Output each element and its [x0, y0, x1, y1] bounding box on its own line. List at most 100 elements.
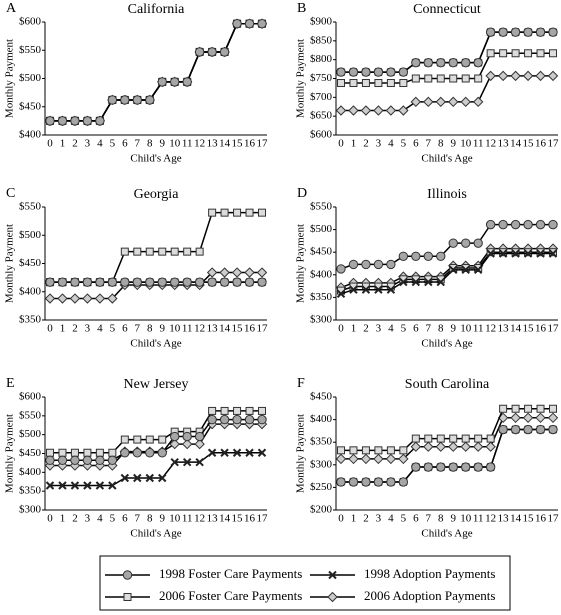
marker-square: [337, 446, 345, 455]
y-tick-label: $450: [310, 246, 333, 258]
x-tick-label: 17: [548, 138, 560, 150]
y-tick-label: $450: [310, 391, 333, 403]
marker-circle: [423, 251, 433, 261]
x-tick-label: 3: [376, 323, 382, 335]
marker-square: [233, 208, 242, 217]
y-tick-label: $400: [19, 466, 42, 478]
marker-circle: [423, 57, 433, 68]
marker-square: [245, 208, 254, 217]
marker-square: [524, 49, 533, 58]
marker-circle: [194, 47, 205, 57]
marker-x: [328, 570, 337, 580]
marker-square: [70, 448, 79, 457]
y-axis-title: Monthly Payment: [295, 414, 307, 493]
marker-x: [461, 265, 470, 275]
marker-diamond: [360, 105, 372, 116]
x-tick-label: 5: [110, 323, 116, 335]
series-line: [341, 52, 553, 84]
marker-square: [108, 448, 117, 457]
marker-circle: [535, 219, 546, 230]
marker-circle: [361, 259, 371, 270]
y-tick-label: $300: [310, 314, 333, 326]
marker-circle: [70, 455, 80, 465]
x-tick-label: 1: [351, 323, 357, 335]
x-tick-label: 8: [147, 323, 153, 335]
series-line: [341, 428, 553, 483]
y-tick-label: $400: [19, 129, 42, 141]
marker-diamond: [497, 70, 509, 82]
marker-circle: [70, 277, 80, 287]
marker-diamond: [522, 70, 534, 82]
marker-circle: [182, 277, 192, 287]
marker-diamond: [94, 293, 106, 304]
y-tick-label: $550: [19, 44, 42, 56]
marker-circle: [194, 277, 205, 287]
marker-diamond: [82, 293, 93, 304]
marker-square: [361, 79, 370, 88]
x-tick-label: 13: [207, 513, 219, 525]
series-line: [340, 223, 553, 270]
x-tick-label: 8: [147, 138, 153, 150]
marker-square: [170, 247, 179, 256]
marker-circle: [436, 462, 446, 472]
marker-circle: [436, 57, 446, 68]
marker-circle: [145, 448, 155, 458]
x-tick-label: 8: [438, 138, 444, 150]
legend-label: 2006 Adoption Payments: [364, 588, 495, 603]
marker-square: [449, 74, 458, 83]
marker-circle: [194, 431, 205, 442]
marker-diamond: [535, 70, 546, 82]
marker-circle: [57, 455, 68, 465]
x-tick-label: 12: [194, 138, 205, 150]
marker-square: [461, 74, 470, 83]
marker-diamond: [460, 96, 471, 108]
marker-circle: [244, 277, 255, 287]
marker-square: [549, 49, 557, 58]
marker-square: [374, 446, 383, 455]
y-tick-label: $500: [19, 428, 42, 440]
y-tick-label: $750: [310, 72, 333, 84]
y-tick-label: $350: [310, 291, 333, 303]
panel-label: D: [297, 186, 307, 201]
x-tick-label: 4: [388, 513, 394, 525]
marker-square: [486, 49, 495, 58]
x-tick-label: 10: [460, 323, 472, 335]
marker-x: [536, 249, 545, 258]
x-tick-label: 6: [122, 138, 128, 150]
x-tick-label: 15: [232, 513, 244, 525]
panel-title: Georgia: [134, 187, 180, 202]
y-tick-label: $350: [19, 314, 42, 326]
marker-diamond: [535, 412, 546, 423]
marker-circle: [170, 431, 180, 442]
marker-square: [411, 434, 420, 443]
marker-diamond: [169, 438, 180, 450]
x-tick-label: 9: [159, 323, 165, 335]
marker-circle: [485, 462, 496, 472]
y-tick-label: $850: [310, 34, 333, 46]
marker-square: [233, 406, 242, 415]
x-tick-label: 3: [376, 513, 382, 525]
x-tick-label: 1: [60, 513, 66, 525]
marker-circle: [398, 251, 409, 261]
x-tick-label: 8: [147, 513, 153, 525]
x-tick-label: 8: [438, 513, 444, 525]
marker-circle: [120, 277, 130, 287]
marker-square: [524, 404, 533, 413]
x-tick-label: 2: [72, 513, 78, 525]
marker-circle: [498, 424, 508, 435]
marker-diamond: [327, 591, 338, 603]
marker-circle: [257, 414, 267, 425]
marker-x: [158, 473, 167, 483]
marker-circle: [336, 264, 346, 274]
marker-circle: [45, 116, 55, 126]
marker-diamond: [423, 96, 434, 108]
marker-square: [158, 435, 167, 444]
x-tick-label: 2: [72, 323, 78, 335]
marker-x: [145, 473, 154, 483]
marker-circle: [473, 462, 483, 472]
x-tick-label: 15: [523, 513, 535, 525]
marker-diamond: [244, 267, 255, 278]
marker-x: [349, 285, 358, 294]
x-tick-label: 17: [548, 323, 560, 335]
